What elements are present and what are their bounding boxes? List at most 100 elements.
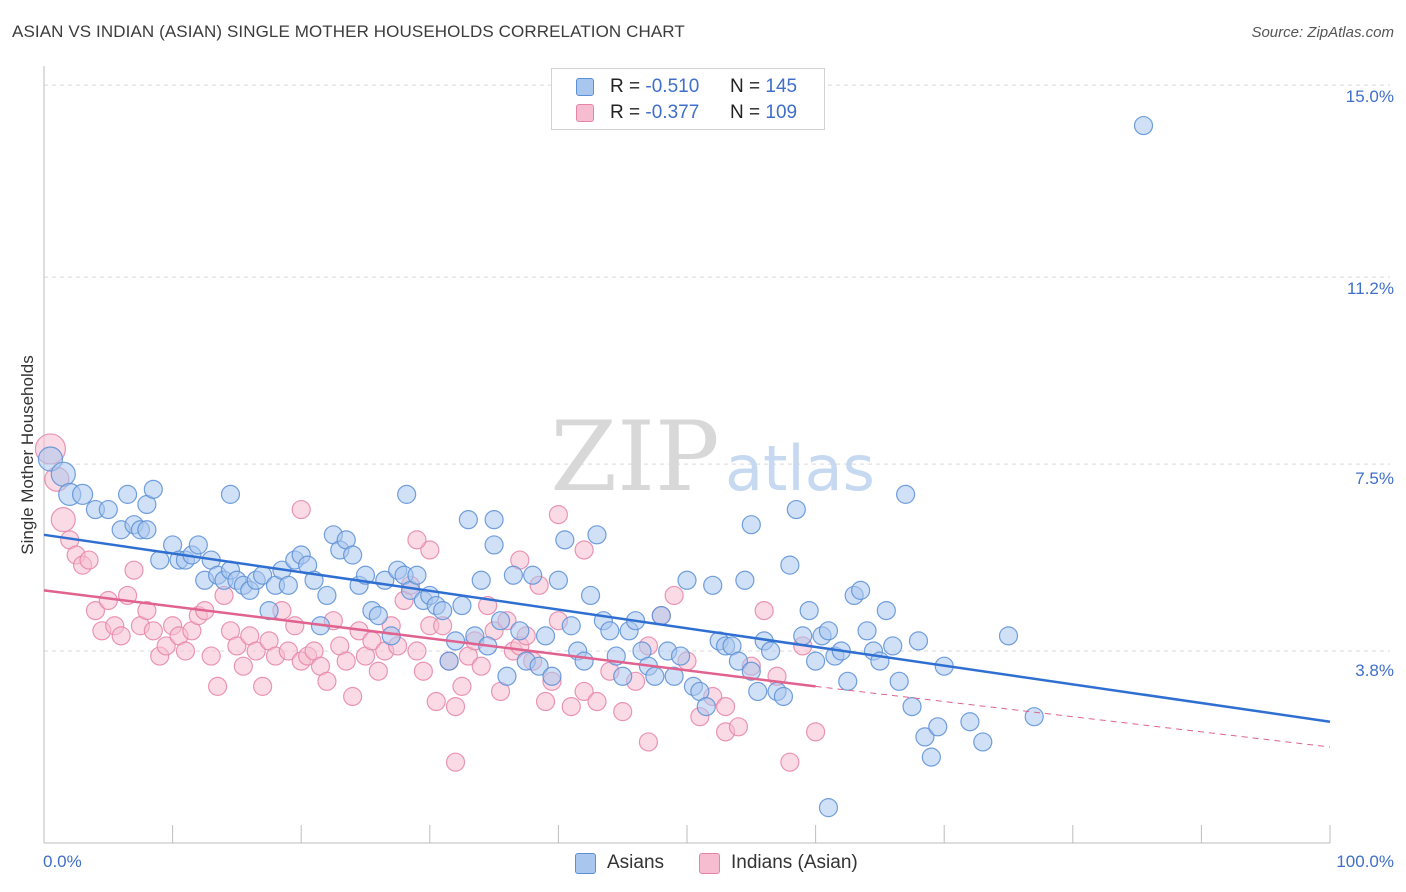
legend-n-label: N =: [730, 76, 761, 97]
indians-point-84: [613, 702, 633, 722]
indians-point-9: [98, 590, 118, 611]
asians-point-136: [973, 732, 993, 752]
indians-point-95: [754, 600, 774, 621]
asians-point-32: [278, 575, 298, 595]
indians-point-99: [805, 722, 826, 742]
bottom-legend-swatch-indians: [699, 853, 720, 874]
asians-point-57: [439, 651, 459, 671]
legend-r-label: R =: [610, 102, 641, 123]
asians-point-93: [670, 646, 691, 666]
legend-n-value-asians: 145: [765, 76, 798, 97]
asians-point-121: [851, 580, 871, 600]
asians-point-38: [317, 585, 337, 606]
indians-point-57: [407, 641, 427, 661]
indians-point-6: [79, 550, 99, 570]
legend-swatch-asians: [576, 78, 594, 96]
legend-r-label: R =: [610, 76, 641, 97]
indians-point-7: [85, 600, 106, 621]
indians-point-43: [317, 671, 337, 691]
indians-point-16: [143, 621, 163, 641]
indians-point-108: [715, 696, 736, 717]
indians-point-37: [278, 641, 298, 661]
trend-line-indians-extension: [815, 685, 1331, 748]
asians-point-144: [1133, 115, 1154, 136]
indians-point-97: [780, 752, 800, 772]
trend-line-indians: [43, 589, 816, 688]
asians-point-18: [188, 535, 208, 555]
correlation-legend: R = -0.510 N = 145 R = -0.377 N = 109: [551, 68, 825, 130]
asians-point-60: [458, 510, 478, 530]
watermark: ZIP atlas: [550, 401, 875, 513]
indians-point-33: [253, 676, 273, 696]
asians-point-79: [580, 585, 601, 606]
chart-title: ASIAN VS INDIAN (ASIAN) SINGLE MOTHER HO…: [12, 22, 685, 41]
indians-point-38: [285, 616, 305, 636]
indians-point-58: [413, 661, 433, 681]
asians-point-105: [748, 681, 768, 702]
asians-point-102: [728, 651, 749, 671]
asians-point-119: [838, 671, 858, 691]
indians-point-107: [638, 732, 659, 752]
asians-point-82: [600, 621, 620, 641]
watermark-atlas: atlas: [725, 432, 875, 505]
y-axis-label: Single Mother Households: [18, 355, 37, 555]
asians-point-68: [510, 621, 530, 641]
asians-point-112: [793, 626, 813, 646]
asians-point-3: [71, 483, 94, 505]
asians-point-46: [368, 606, 388, 626]
indians-point-63: [445, 696, 466, 717]
watermark-zip: ZIP: [550, 401, 719, 513]
chart-source: Source: ZipAtlas.com: [1251, 24, 1394, 41]
asians-point-64: [484, 535, 504, 555]
asians-point-42: [343, 545, 363, 565]
asians-point-65: [490, 611, 511, 631]
y-tick-label-3-8: 3.8%: [1355, 661, 1394, 680]
indians-point-46: [336, 651, 356, 671]
indians-point-60: [426, 691, 446, 712]
asians-point-67: [503, 565, 523, 585]
indians-point-32: [246, 641, 266, 661]
bottom-legend-label-asians: Asians: [607, 852, 665, 873]
series-indians-points: [34, 433, 826, 772]
asians-point-132: [921, 747, 941, 767]
indians-point-13: [124, 560, 144, 580]
indians-point-11: [111, 626, 131, 646]
indians-point-26: [208, 676, 228, 696]
y-tick-label-7-5: 7.5%: [1355, 469, 1394, 488]
asians-point-126: [883, 636, 903, 656]
indians-point-100: [291, 499, 311, 520]
indians-point-104: [407, 530, 427, 550]
asians-point-140: [220, 484, 241, 504]
asians-point-143: [741, 515, 761, 535]
x-tick-label-100: 100.0%: [1336, 852, 1394, 871]
asians-point-52: [407, 565, 427, 585]
asians-point-92: [664, 666, 684, 686]
indians-point-64: [452, 676, 472, 696]
indians-point-93: [728, 717, 749, 737]
asians-point-66: [497, 666, 517, 686]
asians-point-141: [397, 484, 417, 504]
series-asians-points: [37, 115, 1154, 818]
asians-point-6: [117, 484, 138, 504]
asians-point-110: [780, 555, 800, 575]
asians-point-1: [50, 461, 76, 487]
asians-point-127: [889, 671, 909, 691]
asians-point-107: [760, 641, 781, 661]
indians-point-88: [664, 585, 684, 606]
indians-point-15: [137, 600, 157, 621]
asians-point-138: [1024, 707, 1044, 727]
indians-point-25: [201, 646, 221, 666]
bottom-legend-label-indians: Indians (Asian): [731, 852, 858, 873]
asians-point-74: [548, 570, 569, 590]
legend-n-label: N =: [730, 102, 761, 123]
indians-point-102: [574, 540, 594, 560]
indians-point-2: [50, 507, 76, 533]
asians-point-78: [574, 651, 594, 671]
asians-point-111: [786, 499, 806, 520]
indians-point-30: [233, 656, 253, 676]
asians-point-142: [484, 510, 504, 530]
asians-point-72: [535, 626, 556, 646]
asians-point-129: [902, 696, 922, 717]
asians-point-94: [677, 570, 697, 590]
